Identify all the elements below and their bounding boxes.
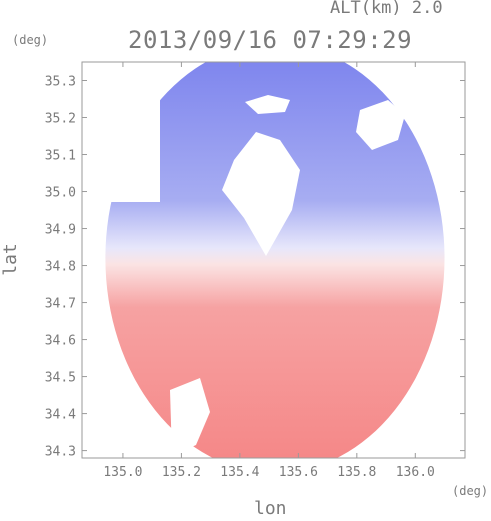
y-tick-label: 34.6 [45, 334, 76, 349]
y-tick-label: 35.2 [45, 112, 76, 127]
no-echo-gap-bottom-left [170, 378, 210, 456]
y-tick-label: 34.4 [45, 408, 76, 423]
x-tick-label: 135.0 [103, 465, 142, 480]
y-tick-label: 34.7 [45, 297, 76, 312]
x-tick-label: 135.4 [220, 465, 259, 480]
x-tick-label: 136.0 [396, 465, 435, 480]
y-tick-label: 34.8 [45, 260, 76, 275]
y-axis-label: lat [0, 243, 21, 276]
x-tick-label: 135.8 [337, 465, 376, 480]
y-tick-label: 34.5 [45, 371, 76, 386]
x-tick-label: 135.6 [279, 465, 318, 480]
y-tick-label: 35.1 [45, 149, 76, 164]
y-unit-label: (deg) [12, 33, 49, 47]
no-echo-gap-right [356, 100, 405, 150]
no-echo-gap-top [245, 95, 290, 114]
x-tick-label: 135.2 [162, 465, 201, 480]
y-tick-label: 35.0 [45, 186, 76, 201]
timestamp-title: 2013/09/16 07:29:29 [128, 26, 413, 54]
y-tick-label: 34.3 [45, 445, 76, 460]
plot-frame [81, 61, 466, 459]
y-tick-label: 35.3 [45, 75, 76, 90]
x-axis-ticks: 135.0 135.2 135.4 135.6 135.8 136.0 [103, 62, 435, 480]
altitude-label: ALT(km) 2.0 [330, 0, 443, 18]
x-axis-label: lon [254, 498, 287, 519]
y-tick-label: 34.9 [45, 223, 76, 238]
no-echo-gap-center [222, 132, 300, 256]
x-unit-label: (deg) [452, 484, 489, 498]
y-axis-ticks: 34.3 34.4 34.5 34.6 34.7 34.8 34.9 35.0 35.1 35.2… [45, 75, 465, 460]
no-echo-left [82, 62, 160, 202]
